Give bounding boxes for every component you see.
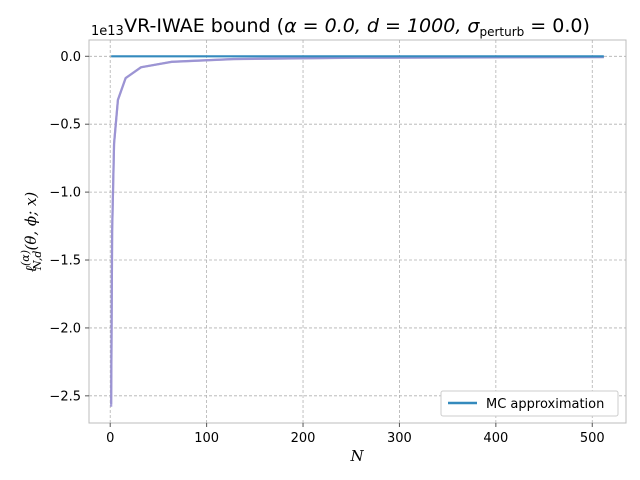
title-alpha: α = 0.0, bbox=[284, 15, 367, 37]
title-sigma-sub: perturb bbox=[479, 25, 524, 39]
series-layer bbox=[110, 55, 604, 407]
y-label-main: ℓ bbox=[22, 266, 40, 272]
y-axis-label: ℓ(α)N,d(θ, ϕ; x) bbox=[19, 192, 44, 273]
x-axis-label: N bbox=[349, 447, 364, 465]
legend: MC approximation bbox=[440, 390, 619, 417]
title-d: d = 1000, bbox=[367, 15, 468, 37]
y-tick-label: 0.0 bbox=[60, 50, 81, 65]
title-sigma-val: = 0.0) bbox=[524, 15, 590, 37]
y-tick-label: −1.5 bbox=[49, 254, 81, 269]
x-tick-label: 100 bbox=[194, 431, 219, 446]
chart-title: VR-IWAE bound (α = 0.0, d = 1000, σpertu… bbox=[124, 15, 590, 39]
title-sigma: σ bbox=[467, 15, 480, 37]
series-line-1 bbox=[110, 55, 604, 407]
y-ticks: −2.5 −2.0 −1.5 −1.0 −0.5 0.0 bbox=[49, 50, 89, 404]
title-prefix: VR-IWAE bound ( bbox=[124, 15, 284, 37]
y-tick-label: −0.5 bbox=[49, 118, 81, 133]
x-tick-label: 200 bbox=[291, 431, 316, 446]
y-tick-label: −2.0 bbox=[49, 321, 81, 336]
y-label-sub: N,d bbox=[31, 251, 44, 271]
x-tick-label: 400 bbox=[483, 431, 508, 446]
legend-box bbox=[440, 390, 619, 417]
x-tick-label: 300 bbox=[387, 431, 412, 446]
x-ticks: 0 100 200 300 400 500 bbox=[106, 423, 605, 446]
y-label-rest: (θ, ϕ; x) bbox=[22, 192, 40, 251]
x-tick-label: 500 bbox=[580, 431, 605, 446]
x-tick-label: 0 bbox=[106, 431, 114, 446]
y-label-sup: (α) bbox=[19, 250, 32, 266]
y-tick-label: −2.5 bbox=[49, 389, 81, 404]
legend-label-mc: MC approximation bbox=[486, 397, 604, 412]
y-tick-label: −1.0 bbox=[49, 186, 81, 201]
plot-area bbox=[88, 39, 627, 424]
y-offset-label: 1e13 bbox=[91, 24, 124, 39]
